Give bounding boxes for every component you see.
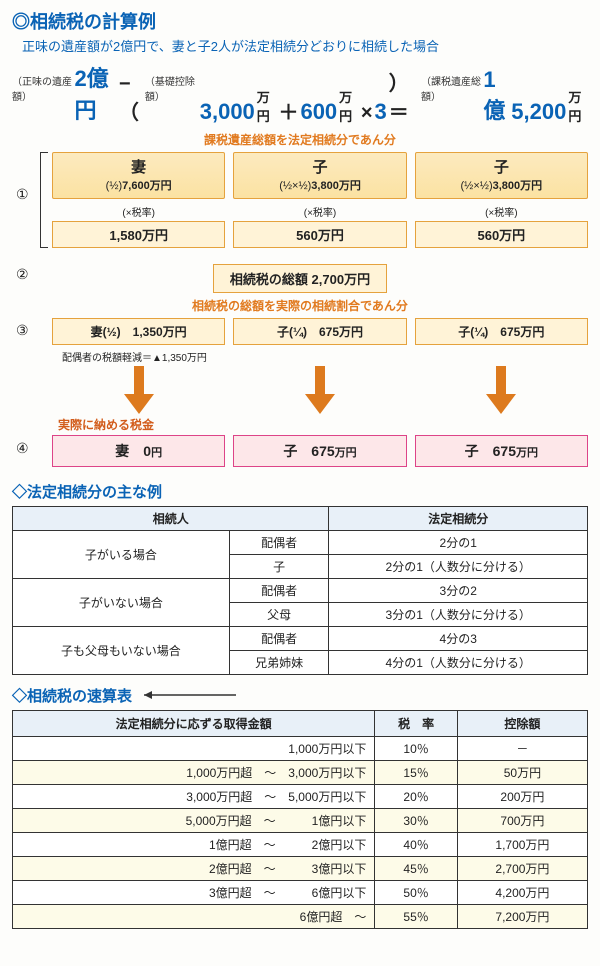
label-deduction: （基礎控除額） xyxy=(145,73,198,103)
actual-tax-title: 実際に納める税金 xyxy=(58,416,588,433)
table2-title: ◇相続税の速算表 xyxy=(12,685,588,706)
down-arrow-icon xyxy=(415,366,588,414)
final-tax-cell: 子 675万円 xyxy=(415,435,588,467)
table1-title: ◇法定相続分の主な例 xyxy=(12,481,588,502)
heir-box: 子(½×½)3,800万円 xyxy=(415,152,588,199)
label-taxable: （課税遺産総額） xyxy=(421,73,481,103)
tax-cell: 560万円 xyxy=(233,221,406,248)
tax-cell: 1,580万円 xyxy=(52,221,225,248)
tax-cell: 560万円 xyxy=(415,221,588,248)
step1-caption: 課税遺産総額を法定相続分であん分 xyxy=(12,131,588,148)
allocation-cell: 子(¼) 675万円 xyxy=(233,318,406,345)
down-arrow-icon xyxy=(233,366,406,414)
formula: （正味の遺産額） 2億円 −（ （基礎控除額） 3,000万円 ＋ 600万円 … xyxy=(12,61,588,125)
allocation-cell: 妻(½) 1,350万円 xyxy=(52,318,225,345)
final-tax-cell: 子 675万円 xyxy=(233,435,406,467)
heir-box: 子(½×½)3,800万円 xyxy=(233,152,406,199)
subtitle: 正味の遺産額が2億円で、妻と子2人が法定相続分どおりに相続した場合 xyxy=(22,36,588,55)
reference-arrow-icon xyxy=(144,688,244,705)
spouse-reduction: 配偶者の税額軽減＝▲1,350万円 xyxy=(62,349,588,364)
heir-box: 妻(½)7,600万円 xyxy=(52,152,225,199)
tax-rate-table: 法定相続分に応ずる取得金額 税 率 控除額 1,000万円以下10％－1,000… xyxy=(12,710,588,929)
statutory-share-table: 相続人 法定相続分 子がいる場合配偶者2分の1子2分の1（人数分に分ける）子がい… xyxy=(12,506,588,675)
step3-caption: 相続税の総額を実際の相続割合であん分 xyxy=(12,297,588,314)
heir-boxes: 妻(½)7,600万円子(½×½)3,800万円子(½×½)3,800万円 xyxy=(12,152,588,199)
down-arrow-icon xyxy=(52,366,225,414)
allocation-cell: 子(¼) 675万円 xyxy=(415,318,588,345)
label-net: （正味の遺産額） xyxy=(12,73,72,103)
formula-net: 2億円 xyxy=(74,61,116,125)
total-tax-box: 相続税の総額 2,700万円 xyxy=(213,264,387,293)
main-title: ◎相続税の計算例 xyxy=(12,8,588,34)
final-tax-cell: 妻 0円 xyxy=(52,435,225,467)
